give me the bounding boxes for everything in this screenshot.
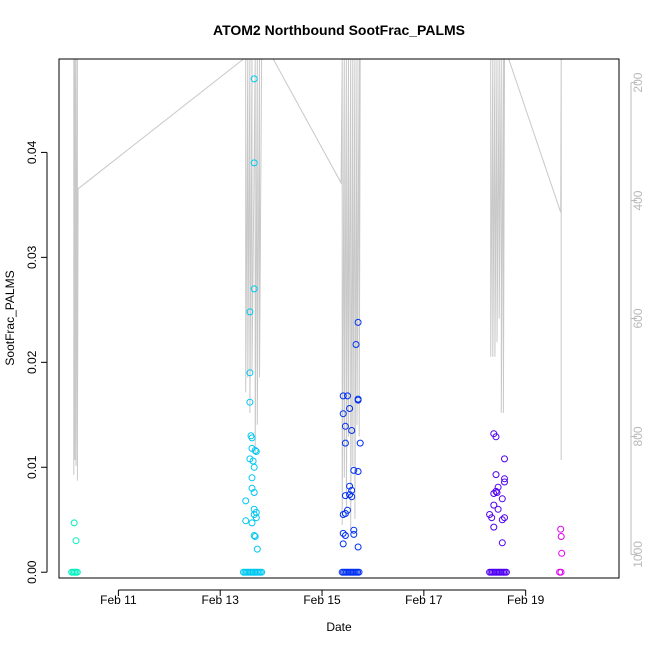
data-point [494,505,502,513]
data-point [341,422,349,430]
data-point [250,489,258,496]
data-point [253,545,261,553]
x-tick-label: Feb 15 [303,593,341,607]
data-point-zero [557,568,565,576]
data-point [354,396,362,404]
data-point [248,484,256,492]
data-point [252,448,260,455]
data-point-zero [355,568,363,576]
data-point [339,392,347,400]
data-point [72,537,80,545]
data-point [557,533,565,540]
data-point [251,447,259,454]
x-axis-label: Date [326,620,352,634]
data-point [490,490,498,497]
x-tick-label: Feb 19 [507,593,545,607]
data-point [250,532,258,539]
right-tick-label: 600 [631,308,645,328]
data-point [354,318,362,326]
data-point [356,439,364,447]
profile-layer [73,58,562,531]
data-point [493,489,501,496]
x-tick-label: Feb 11 [100,593,137,607]
data-point [70,519,78,527]
data-point [251,533,259,540]
profile-line [73,58,562,531]
data-point [348,493,356,501]
y-tick-label: 0.04 [25,140,39,164]
data-point [248,519,256,527]
data-point-zero [73,568,81,576]
data-point [339,529,347,537]
x-tick-label: Feb 17 [405,593,443,607]
data-point [352,341,360,348]
right-tick-label: 200 [631,72,645,92]
data-point [252,514,260,522]
data-point [492,433,500,441]
data-point [339,410,347,418]
y-tick-label: 0.02 [25,350,39,374]
axes-layer: 0.00 0.01 0.02 0.03 0.04 Feb 11 Feb 13 Feb 15 Fe… [25,72,645,607]
data-point [501,455,508,463]
data-point [246,308,254,316]
data-point [346,491,354,499]
data-point [354,468,362,475]
data-point [341,492,349,500]
data-point [350,530,358,538]
data-point [250,75,258,83]
data-point [346,482,354,490]
data-point [492,471,500,479]
data-point [248,474,256,482]
data-point [354,543,362,551]
plot-frame [58,58,620,579]
data-point [346,405,354,412]
right-tick-label: 1000 [631,541,645,568]
data-point [494,483,502,491]
data-point [242,517,250,525]
data-point [492,487,500,495]
data-point [488,514,496,522]
points-layer [68,75,566,576]
x-tick-label: Feb 13 [202,593,240,607]
data-point [501,475,508,483]
data-point [501,514,508,522]
data-point [248,434,256,442]
data-point [498,539,506,547]
data-point-zero [502,568,510,576]
data-point [339,511,347,518]
data-point [246,369,254,377]
data-point [344,392,351,400]
data-point [246,398,254,406]
data-point [348,427,356,434]
data-point [490,523,498,531]
y-tick-label: 0.01 [25,455,39,479]
data-point [557,525,565,533]
right-tick-label: 800 [631,426,645,446]
chart-title: ATOM2 Northbound SootFrac_PALMS [213,22,465,38]
data-point [498,495,506,503]
data-point [250,463,258,471]
data-point [350,526,358,534]
data-point [341,532,349,539]
data-point [252,508,260,516]
data-point [341,439,349,447]
y-axis-label: SootFrac_PALMS [3,270,17,365]
data-point [558,549,566,557]
y-tick-label: 0.00 [25,560,39,584]
y-tick-label: 0.03 [25,245,39,269]
right-tick-label: 400 [631,190,645,210]
data-point [498,516,506,524]
data-point [490,501,498,509]
data-point [501,478,508,486]
data-point [339,540,347,548]
data-point [350,466,358,474]
data-point-zero [258,568,266,576]
data-point [250,159,258,167]
data-point [242,497,250,505]
data-point [250,285,258,293]
